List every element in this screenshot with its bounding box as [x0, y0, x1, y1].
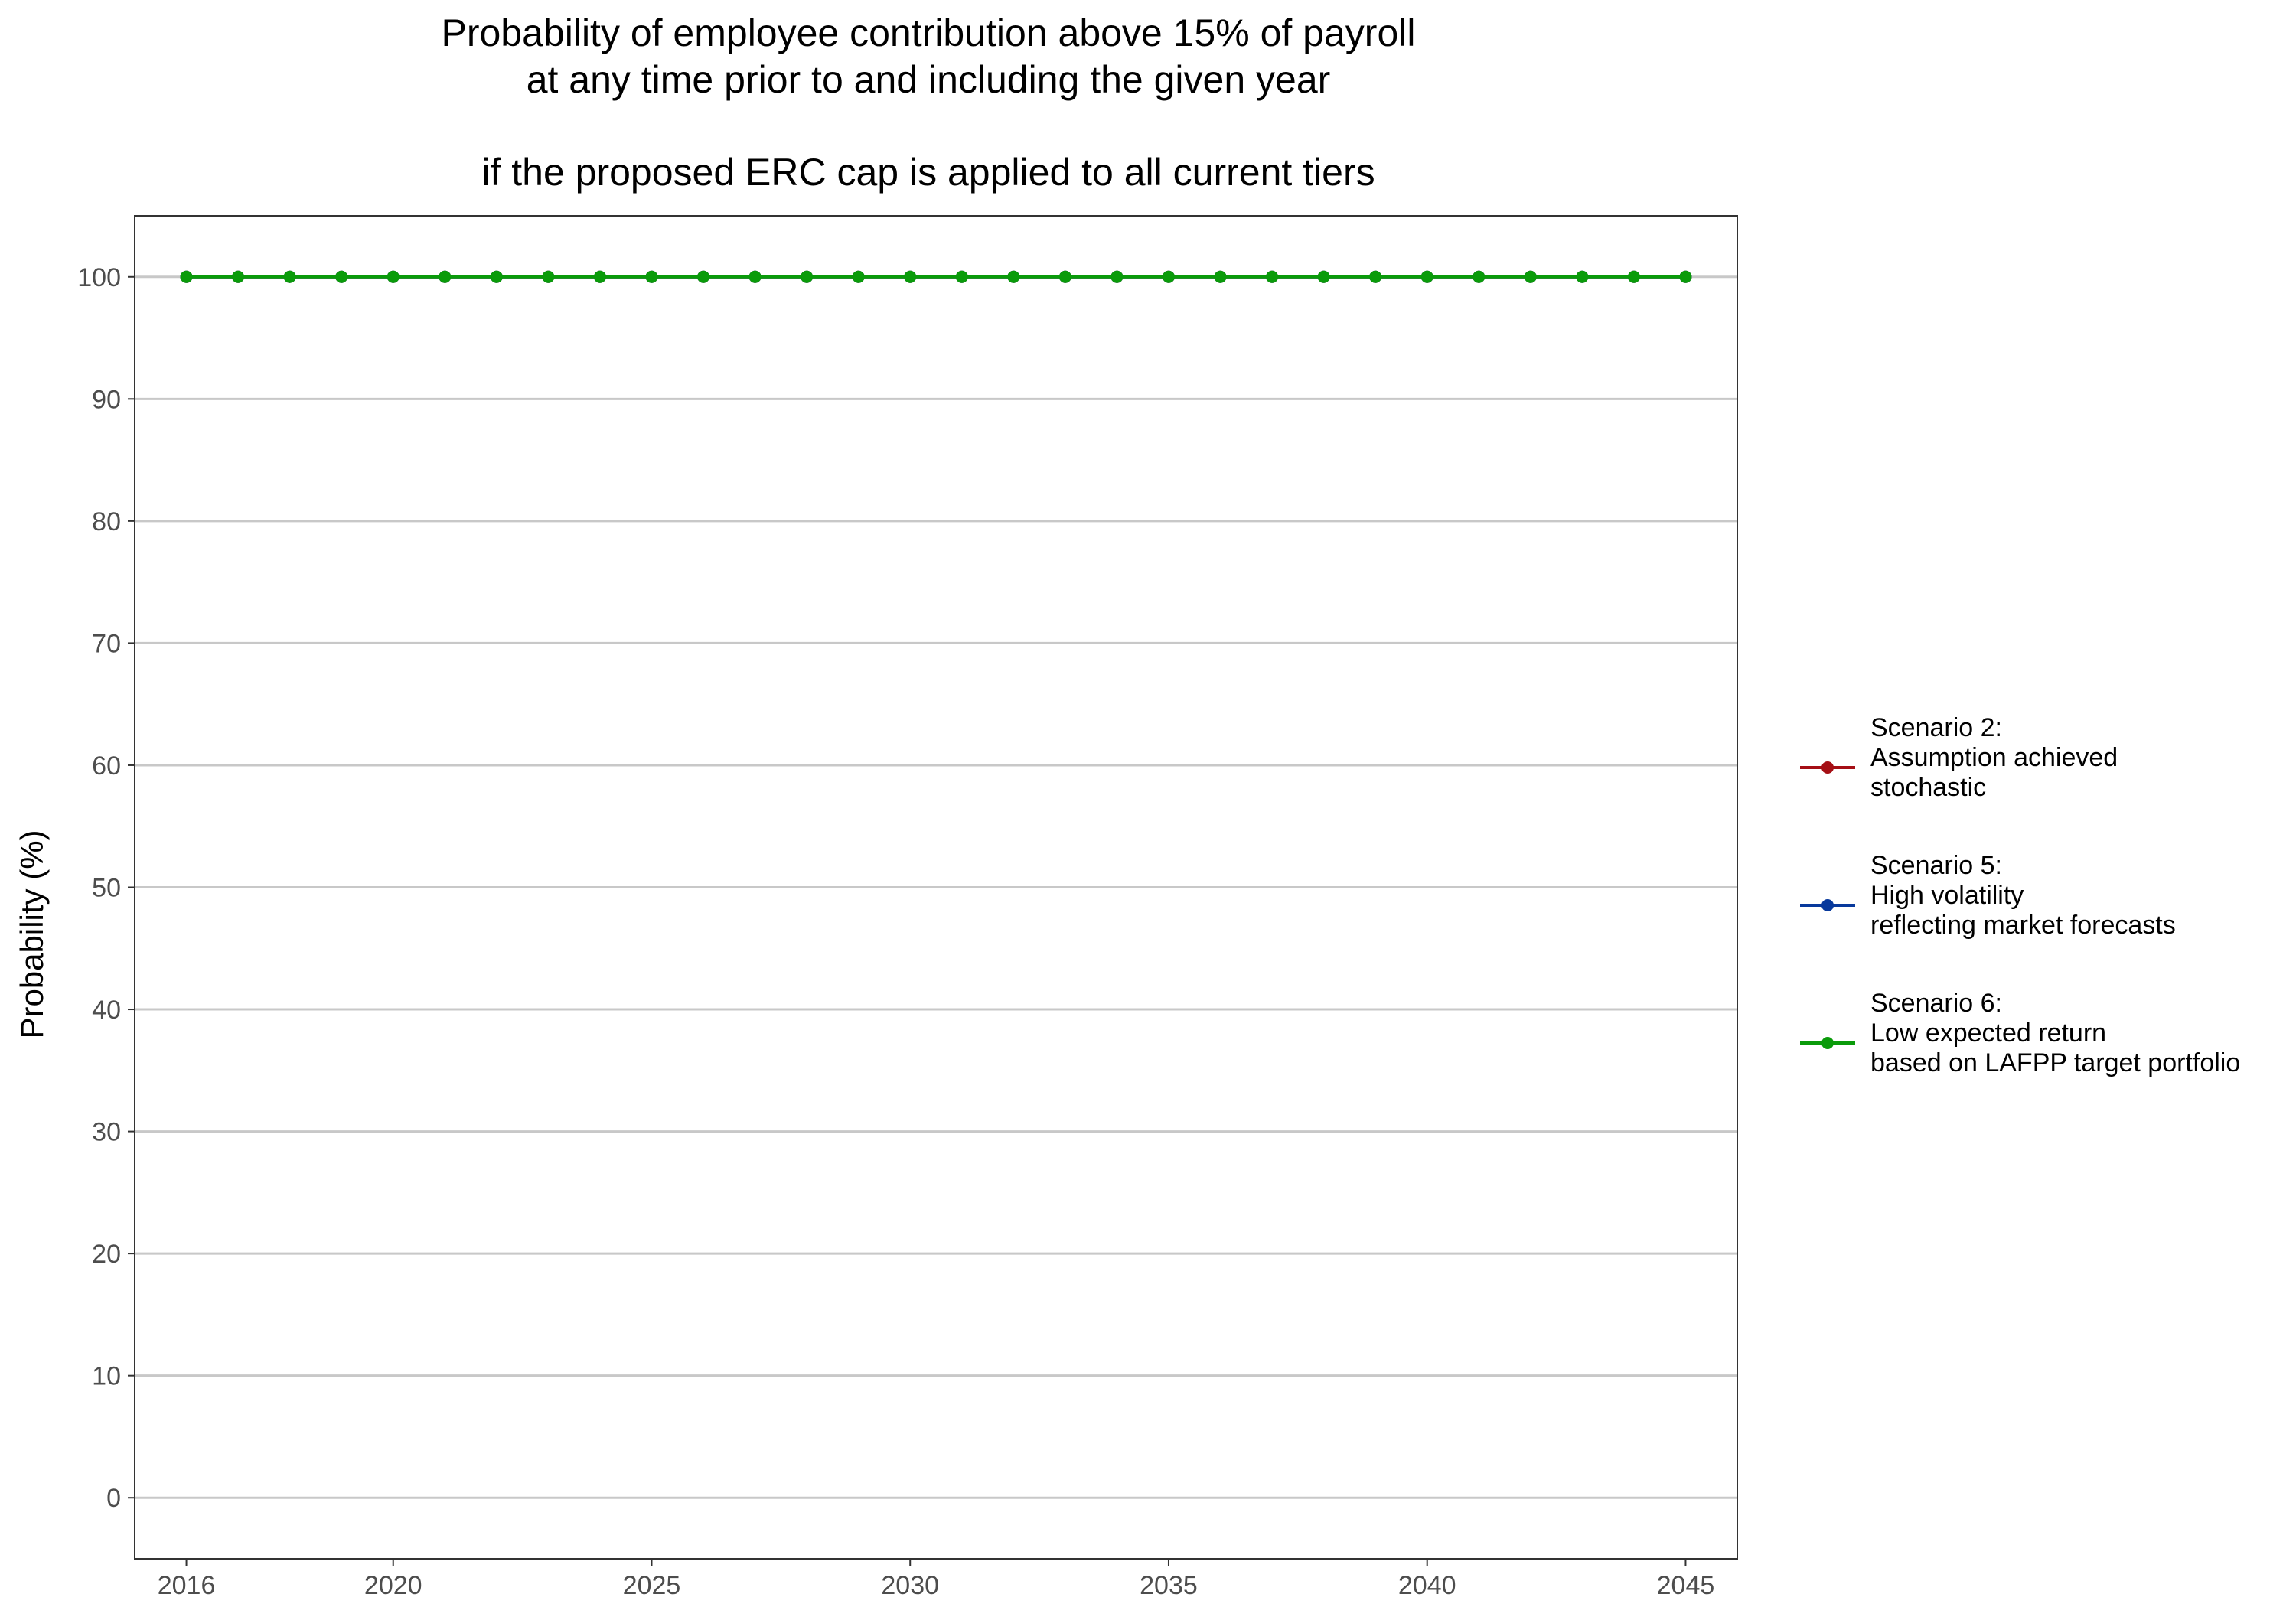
series-point: [283, 270, 296, 283]
series-point: [232, 270, 245, 283]
series-point: [1524, 270, 1537, 283]
series-point: [904, 270, 917, 283]
series-point: [697, 270, 710, 283]
y-tick-label: 10: [92, 1362, 121, 1391]
series-point: [1473, 270, 1486, 283]
series-lines: [180, 270, 1692, 283]
series-point: [1058, 270, 1071, 283]
x-tick-label: 2020: [364, 1571, 422, 1600]
chart-title-line: Probability of employee contribution abo…: [442, 11, 1416, 54]
y-tick-label: 50: [92, 874, 121, 903]
legend-key-point: [1821, 899, 1834, 911]
x-tick-label: 2040: [1398, 1571, 1456, 1600]
legend-key-point: [1821, 1037, 1834, 1049]
series-point: [1627, 270, 1640, 283]
y-axis: 0 10 20 30 40 50 60 70 80 90 100: [77, 263, 135, 1513]
series-point: [439, 270, 452, 283]
gridlines: [135, 275, 1737, 1499]
legend: Scenario 2:Assumption achievedstochastic…: [1800, 713, 2240, 1077]
x-tick-label: 2025: [623, 1571, 681, 1600]
series-3: [180, 270, 1692, 283]
series-point: [180, 270, 193, 283]
series-point: [1266, 270, 1279, 283]
x-tick-label: 2045: [1657, 1571, 1715, 1600]
series-point: [1369, 270, 1382, 283]
chart-title: Probability of employee contribution abo…: [442, 11, 1416, 194]
series-point: [542, 270, 555, 283]
series-point: [1420, 270, 1433, 283]
y-tick-label: 70: [92, 629, 121, 658]
series-point: [1007, 270, 1020, 283]
series-point: [852, 270, 865, 283]
y-axis-title: Probability (%): [14, 830, 50, 1038]
y-tick-label: 40: [92, 996, 121, 1025]
legend-label-line: Scenario 2:: [1870, 713, 2002, 742]
legend-label-line: Scenario 5:: [1870, 851, 2002, 880]
series-point: [1576, 270, 1589, 283]
legend-label-line: Scenario 6:: [1870, 989, 2002, 1018]
series-point: [645, 270, 658, 283]
series-point: [593, 270, 606, 283]
y-tick-label: 60: [92, 751, 121, 781]
legend-key-point: [1821, 761, 1834, 774]
x-tick-label: 2030: [881, 1571, 939, 1600]
series-point: [955, 270, 968, 283]
legend-label-line: High volatility: [1870, 881, 2024, 910]
series-point: [1214, 270, 1227, 283]
y-tick-label: 20: [92, 1240, 121, 1269]
x-tick-label: 2016: [158, 1571, 216, 1600]
x-axis: 2016 2020 2025 2030 2035 2040 2045: [158, 1559, 1715, 1600]
series-point: [386, 270, 400, 283]
series-point: [490, 270, 503, 283]
series-point: [1110, 270, 1124, 283]
series-point: [1679, 270, 1692, 283]
legend-label-line: based on LAFPP target portfolio: [1870, 1048, 2240, 1077]
y-tick-label: 90: [92, 385, 121, 414]
series-point: [1162, 270, 1175, 283]
x-tick-label: 2035: [1140, 1571, 1198, 1600]
y-tick-label: 80: [92, 507, 121, 536]
y-tick-label: 0: [106, 1484, 121, 1513]
series-point: [748, 270, 762, 283]
chart-title-line: if the proposed ERC cap is applied to al…: [481, 151, 1375, 194]
legend-label-line: reflecting market forecasts: [1870, 911, 2176, 940]
y-tick-label: 30: [92, 1118, 121, 1147]
series-point: [1317, 270, 1330, 283]
legend-label-line: Low expected return: [1870, 1019, 2106, 1048]
series-point: [801, 270, 814, 283]
series-point: [335, 270, 348, 283]
y-tick-label: 100: [77, 263, 121, 292]
legend-label-line: stochastic: [1870, 773, 1986, 802]
chart-title-line: at any time prior to and including the g…: [527, 58, 1331, 101]
legend-label-line: Assumption achieved: [1870, 743, 2118, 772]
